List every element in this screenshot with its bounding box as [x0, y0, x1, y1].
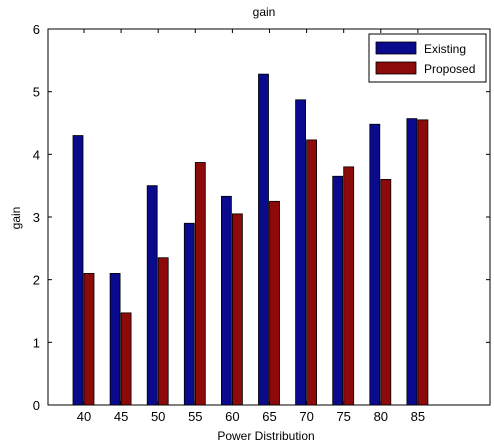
x-tick-label: 40: [77, 409, 91, 424]
x-tick-label: 65: [262, 409, 276, 424]
legend: Existing Proposed: [368, 33, 487, 83]
y-tick-label: 5: [33, 85, 40, 100]
x-tick-label: 55: [188, 409, 202, 424]
x-tick-label: 75: [336, 409, 350, 424]
x-tick-label: 70: [299, 409, 313, 424]
x-axis-ticks: 40 45 50 55 60 65 70 75 80 85: [77, 29, 425, 424]
bar-existing-40: [72, 135, 84, 406]
x-tick-label: 85: [411, 409, 425, 424]
bar-proposed-65: [269, 200, 280, 406]
bar-existing-70: [295, 99, 307, 406]
y-tick-label: 3: [33, 210, 40, 225]
bar-proposed-80: [380, 178, 392, 406]
y-tick-label: 0: [33, 398, 40, 413]
legend-swatch-existing: [375, 41, 417, 55]
legend-swatch-proposed: [375, 61, 417, 75]
bar-proposed-55: [194, 162, 206, 406]
legend-label-proposed: Proposed: [424, 62, 475, 76]
bars-group: [72, 73, 429, 406]
bar-proposed-45: [120, 312, 132, 406]
bar-existing-80: [369, 123, 381, 406]
y-tick-label: 2: [33, 273, 40, 288]
x-tick-label: 80: [374, 409, 388, 424]
bar-existing-45: [109, 272, 121, 406]
bar-proposed-85: [417, 119, 429, 406]
x-tick-label: 45: [114, 409, 128, 424]
bar-existing-50: [146, 185, 158, 406]
y-axis-label: gain: [9, 207, 23, 230]
y-axis-ticks: 0 1 2 3 4 5 6: [33, 22, 490, 413]
bar-proposed-50: [157, 257, 169, 406]
bar-existing-75: [332, 175, 344, 406]
chart-title: gain: [253, 5, 276, 19]
x-tick-label: 50: [151, 409, 165, 424]
x-axis-label: Power Distribution: [217, 429, 314, 443]
bar-proposed-70: [306, 139, 318, 406]
y-tick-label: 4: [33, 147, 40, 162]
bar-proposed-40: [83, 272, 95, 406]
y-tick-label: 6: [33, 22, 40, 37]
x-tick-label: 60: [225, 409, 239, 424]
bar-existing-60: [220, 195, 232, 406]
legend-label-existing: Existing: [424, 42, 466, 56]
bar-existing-85: [406, 118, 418, 406]
bar-proposed-60: [231, 213, 243, 406]
bar-existing-65: [258, 73, 269, 406]
bar-proposed-75: [343, 166, 355, 406]
bar-existing-55: [183, 222, 195, 406]
y-tick-label: 1: [33, 335, 40, 350]
